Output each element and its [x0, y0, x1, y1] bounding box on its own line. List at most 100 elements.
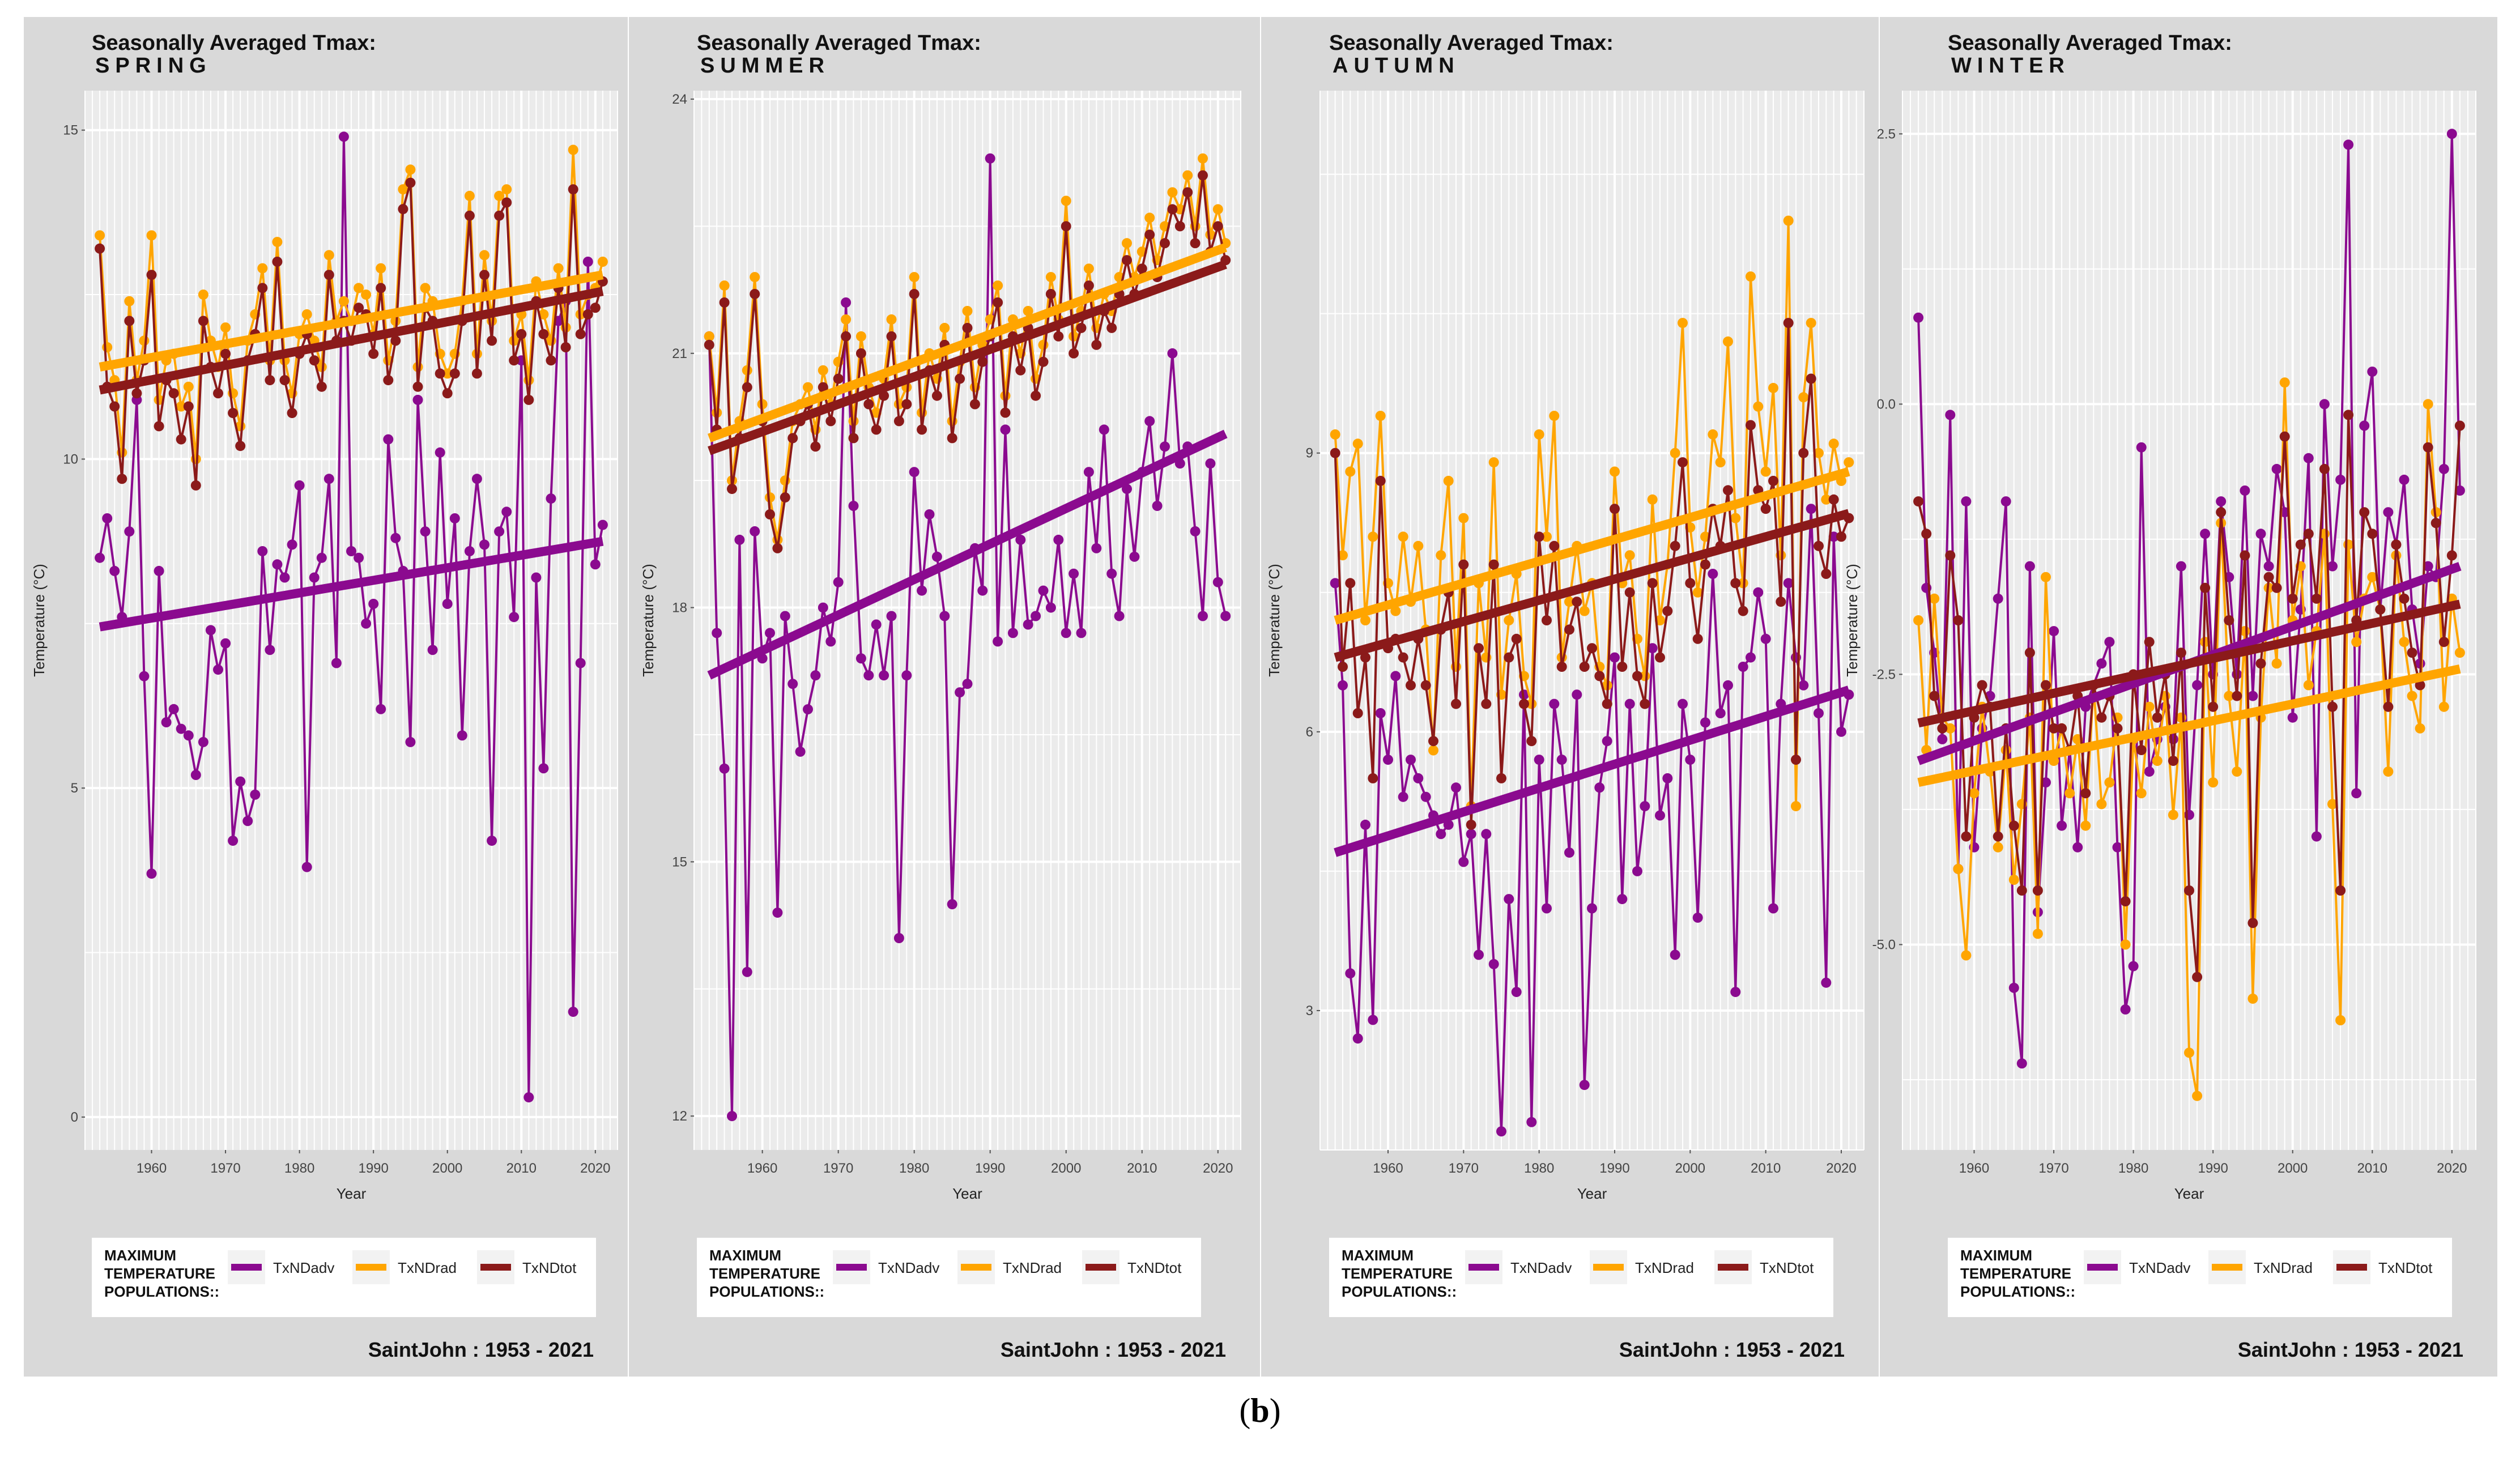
legend-label: TxNDadv [878, 1259, 939, 1276]
data-point [1436, 829, 1446, 840]
data-point [1198, 170, 1208, 181]
data-point [1814, 448, 1824, 458]
x-tick-label: 2020 [580, 1161, 610, 1176]
data-point [228, 836, 239, 846]
data-point [1929, 593, 1940, 604]
data-point [2407, 647, 2417, 658]
data-point [168, 704, 179, 714]
data-point [168, 388, 179, 399]
data-point [2423, 442, 2433, 453]
data-point [969, 399, 980, 410]
data-point [1542, 531, 1552, 542]
x-tick-label: 2010 [1127, 1161, 1157, 1176]
data-point [368, 599, 379, 609]
data-point [1662, 773, 1673, 783]
data-point [1549, 698, 1560, 709]
data-point [354, 303, 364, 313]
data-point [2176, 647, 2186, 658]
data-point [2311, 593, 2322, 604]
data-point [1330, 578, 1340, 589]
data-point [734, 534, 745, 545]
data-point [893, 416, 904, 427]
data-point [346, 546, 356, 556]
data-point [1352, 708, 1363, 718]
data-point [257, 546, 268, 556]
data-point [841, 331, 852, 342]
data-point [2367, 572, 2378, 582]
grid-lines [1902, 91, 2476, 1150]
trend-line-txndtot [99, 287, 604, 395]
x-axis-title: Year [2174, 1185, 2204, 1202]
data-point [190, 770, 201, 780]
data-point [719, 297, 730, 308]
data-point [917, 585, 927, 596]
data-point [109, 565, 120, 576]
data-point [955, 687, 965, 698]
y-tick-label: -2.5 [1872, 667, 1896, 682]
data-point [1375, 411, 1386, 421]
data-point [1640, 698, 1650, 709]
data-point [893, 933, 904, 943]
panel-spring: Seasonally Averaged Tmax:SPRING 0 5 10 15 196… [24, 17, 628, 1377]
data-point [1174, 221, 1185, 232]
data-point [962, 679, 973, 689]
data-point [2057, 723, 2067, 734]
data-point [1534, 429, 1544, 440]
legend-label: TxNDtot [1760, 1259, 1814, 1276]
data-point [742, 966, 752, 977]
data-point [531, 572, 542, 583]
y-axis-title: Temperature (°C) [1844, 564, 1861, 677]
data-point [1212, 577, 1223, 587]
data-point [131, 388, 142, 399]
data-point [2008, 982, 2019, 993]
y-tick-label: 24 [672, 92, 687, 107]
data-point [1076, 628, 1087, 638]
data-point [2152, 756, 2163, 766]
data-point [1519, 698, 1529, 709]
data-point [2375, 604, 2386, 615]
data-point [2232, 691, 2242, 701]
data-point [2303, 680, 2314, 691]
data-point [1647, 643, 1658, 654]
data-point [1152, 501, 1163, 511]
data-point [102, 513, 113, 523]
data-point [810, 670, 821, 681]
data-point [2391, 539, 2402, 550]
data-point [977, 585, 988, 596]
legend-title: MAXIMUM [709, 1247, 781, 1264]
data-point [287, 539, 297, 550]
data-point [183, 730, 194, 741]
data-point [2184, 1047, 2194, 1058]
trend-line-txndadv [1334, 685, 1850, 857]
data-point [1122, 484, 1132, 495]
data-point [213, 388, 223, 399]
data-point [1753, 587, 1764, 598]
data-point [1624, 698, 1635, 709]
x-tick-label: 1980 [284, 1161, 314, 1176]
data-point [848, 501, 859, 511]
data-point [1061, 221, 1071, 232]
data-point [1821, 569, 1832, 579]
legend-title: POPULATIONS:: [1960, 1283, 2075, 1300]
data-point [597, 257, 608, 267]
data-point [405, 164, 416, 175]
data-point [1913, 615, 1924, 625]
data-point [917, 424, 927, 435]
data-point [479, 250, 489, 261]
data-point [390, 532, 401, 543]
data-point [855, 331, 866, 342]
data-point [1587, 643, 1597, 654]
caption-letter: b [1250, 1392, 1269, 1429]
trend-line-txndadv [707, 429, 1228, 680]
data-point [383, 375, 394, 386]
data-point [765, 509, 775, 519]
x-tick-label: 1960 [1959, 1161, 1989, 1176]
data-point [1768, 475, 1778, 486]
station-label: SaintJohn : 1953 - 2021 [1001, 1338, 1226, 1361]
data-point [1443, 475, 1454, 486]
data-point [1106, 568, 1117, 579]
data-point [2112, 723, 2123, 734]
data-point [1602, 698, 1612, 709]
x-tick-label: 2020 [1826, 1161, 1856, 1176]
data-point [2208, 701, 2219, 712]
